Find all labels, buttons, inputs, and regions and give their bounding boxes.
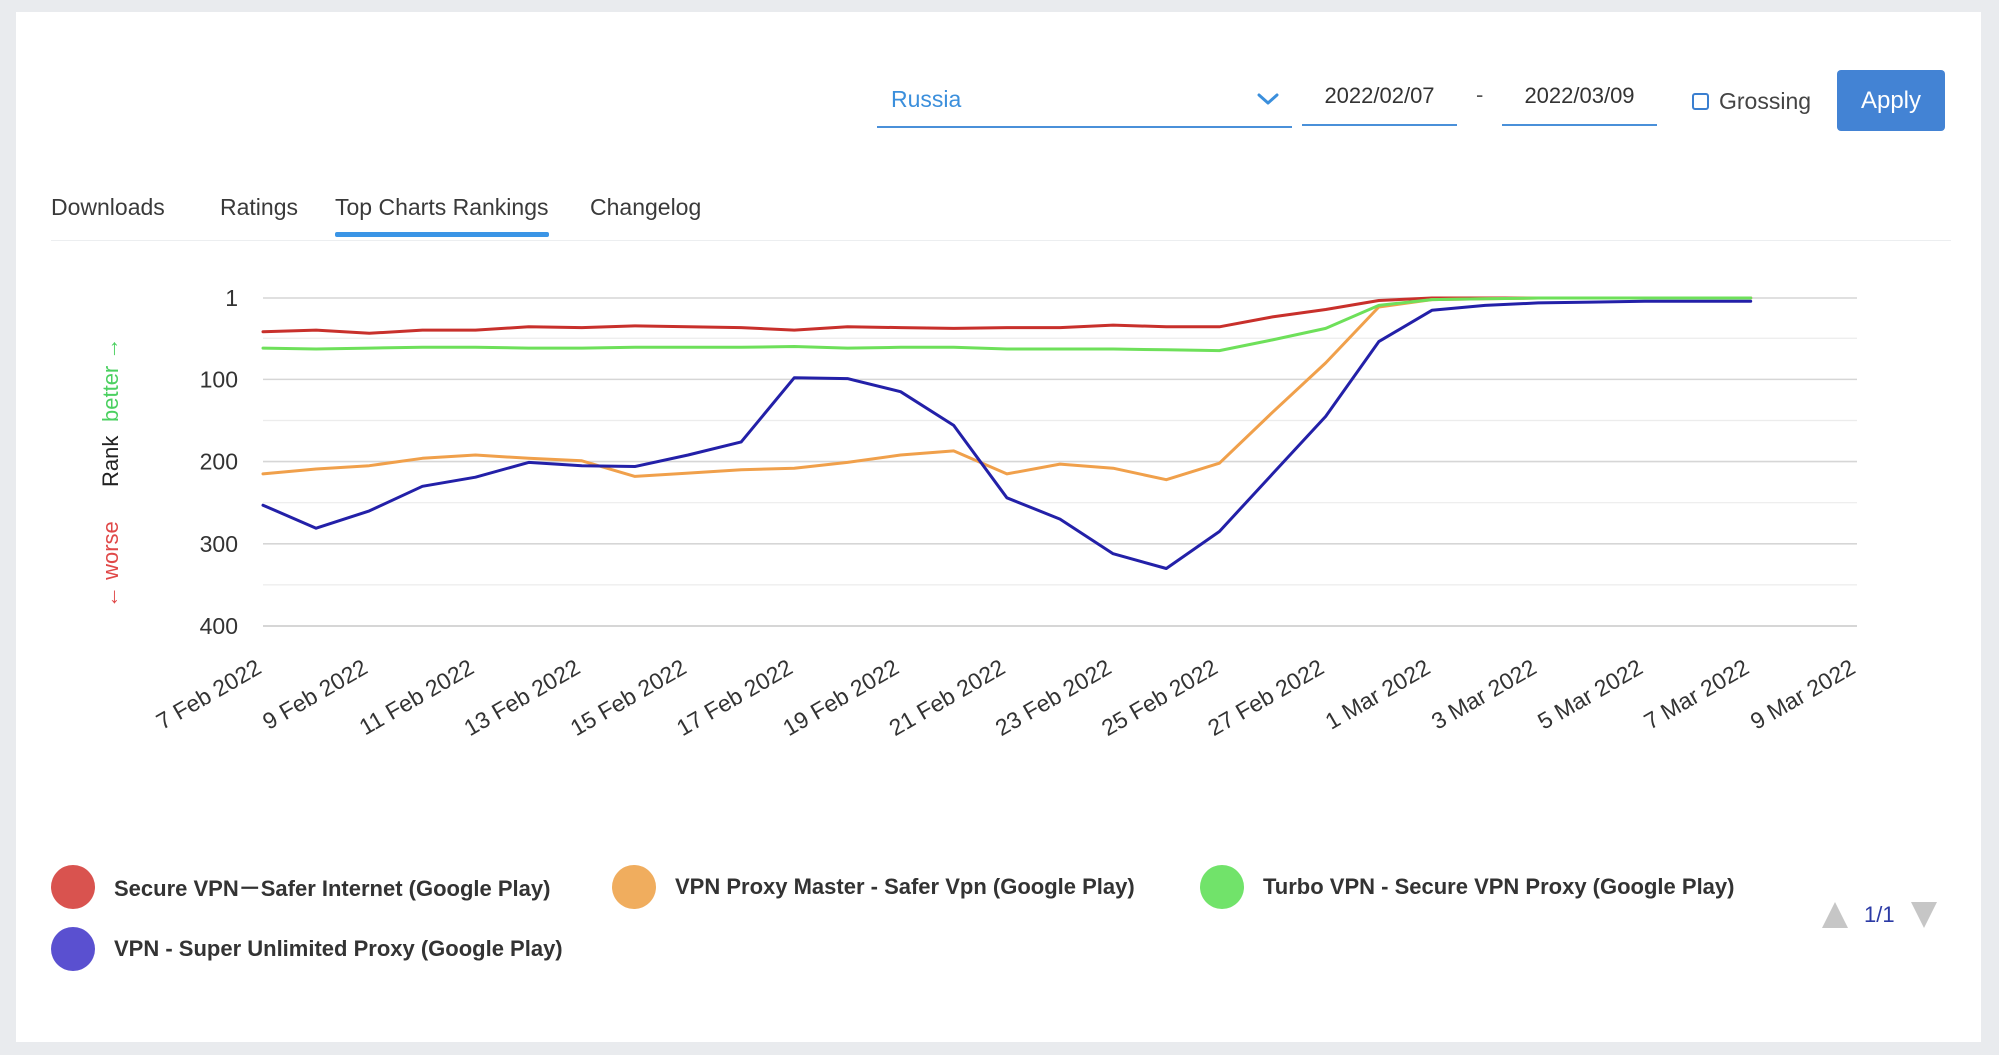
legend-label: VPN Proxy Master - Safer Vpn (Google Pla… [675,874,1135,899]
y-tick-label: 300 [200,531,238,557]
x-tick-label: 7 Mar 2022 [1639,654,1753,735]
page-indicator: 1/1 [1864,902,1895,927]
x-tick-label: 15 Feb 2022 [566,654,691,741]
x-tick-label: 25 Feb 2022 [1097,654,1222,741]
y-tick-label: 400 [200,613,238,639]
tab-top-charts-rankings[interactable]: Top Charts Rankings [335,194,549,237]
grossing-checkbox[interactable] [1692,92,1709,110]
grossing-label: Grossing [1719,87,1812,114]
chevron-down-icon [1257,93,1279,105]
x-tick-label: 1 Mar 2022 [1321,654,1435,735]
axis-better-label: better → [98,338,123,422]
panel: Russia 2022/02/07 - 2022/03/09 Grossing … [16,12,1981,1042]
series-line [261,296,1753,353]
y-tick-label: 200 [200,449,238,475]
axis-rank-label: Rank [98,435,123,487]
x-tick-label: 17 Feb 2022 [672,654,797,741]
grossing-toggle[interactable]: Grossing [1692,86,1811,116]
legend-marker [612,865,656,909]
page-down-icon[interactable] [1910,902,1937,928]
start-date-input[interactable]: 2022/02/07 [1302,70,1457,126]
apply-button[interactable]: Apply [1837,70,1945,131]
end-date-input[interactable]: 2022/03/09 [1502,70,1657,126]
y-tick-label: 1 [225,285,238,311]
legend-item-super-unlimited-proxy[interactable]: VPN - Super Unlimited Proxy (Google Play… [51,927,563,971]
legend-pager: 1/1 [1822,902,1937,928]
x-tick-label: 27 Feb 2022 [1203,654,1328,741]
series-line [261,299,1753,570]
x-tick-label: 13 Feb 2022 [459,654,584,741]
country-value: Russia [891,86,962,112]
legend-marker [1200,865,1244,909]
series-lines [261,296,1753,570]
country-select[interactable]: Russia [877,72,1292,128]
x-tick-label: 23 Feb 2022 [991,654,1116,741]
legend-marker [51,927,95,971]
series-line [261,296,1753,482]
x-tick-label: 7 Feb 2022 [152,654,266,735]
legend-item-vpn-proxy-master[interactable]: VPN Proxy Master - Safer Vpn (Google Pla… [612,865,1135,909]
legend-label: Turbo VPN - Secure VPN Proxy (Google Pla… [1263,874,1735,899]
y-tick-label: 100 [200,366,238,392]
legend-label: Secure VPN－Safer Internet (Google Play) [114,876,551,901]
axis-worse-label: ← worse [98,521,123,608]
page-up-icon[interactable] [1822,902,1848,928]
x-tick-label: 9 Mar 2022 [1746,654,1860,735]
y-axis-labels: 1 100 200 300 400 [200,285,238,639]
legend-item-turbo-vpn[interactable]: Turbo VPN - Secure VPN Proxy (Google Pla… [1200,865,1734,909]
x-tick-label: 19 Feb 2022 [778,654,903,741]
tab-downloads[interactable]: Downloads [51,194,165,220]
x-tick-label: 9 Feb 2022 [258,654,372,735]
x-tick-label: 3 Mar 2022 [1427,654,1541,735]
x-tick-label: 5 Mar 2022 [1533,654,1647,735]
legend-item-secure-vpn[interactable]: Secure VPN－Safer Internet (Google Play) [51,865,550,909]
tab-ratings[interactable]: Ratings [220,194,298,220]
legend-marker [51,865,95,909]
date-separator: - [1476,82,1484,107]
tab-bar: Downloads Ratings Top Charts Rankings Ch… [51,182,1951,241]
tab-changelog[interactable]: Changelog [590,194,702,220]
legend-label: VPN - Super Unlimited Proxy (Google Play… [114,936,563,961]
x-tick-label: 21 Feb 2022 [885,654,1010,741]
x-tick-label: 11 Feb 2022 [355,654,478,740]
